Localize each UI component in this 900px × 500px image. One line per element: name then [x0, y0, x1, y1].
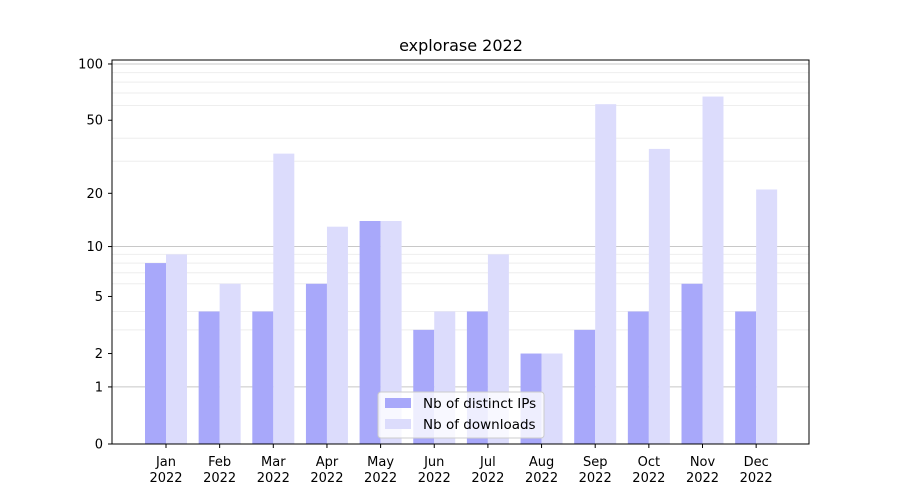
x-tick-label-year: 2022: [632, 471, 665, 486]
bar-aug-downloads: [541, 353, 563, 444]
x-tick-label-month: Jan: [155, 455, 176, 470]
y-tick-label: 50: [86, 114, 103, 129]
x-tick-label-year: 2022: [364, 471, 397, 486]
x-tick-label-month: Jun: [423, 455, 444, 470]
legend-swatch-distinct-ips: [385, 398, 411, 408]
x-tick-label-year: 2022: [740, 471, 773, 486]
bar-oct-downloads: [648, 148, 670, 444]
plot-frame: [111, 59, 810, 445]
bar-feb-downloads: [219, 283, 241, 444]
x-tick-label-month: Dec: [744, 455, 769, 470]
x-tick-label-year: 2022: [257, 471, 290, 486]
bar-oct-distinct-ips: [627, 311, 649, 444]
x-tick-label-month: Oct: [638, 455, 660, 470]
legend: Nb of distinct IPs Nb of downloads: [377, 391, 545, 439]
chart-title: explorase 2022: [399, 36, 523, 55]
bar-sep-distinct-ips: [574, 329, 596, 444]
x-tick-label-month: Sep: [583, 455, 608, 470]
x-tick-label-month: Nov: [690, 455, 716, 470]
bar-dec-downloads: [756, 189, 778, 444]
x-tick-label-month: Aug: [529, 455, 554, 470]
bar-nov-distinct-ips: [681, 283, 703, 444]
legend-box: [377, 391, 545, 439]
x-tick-label-year: 2022: [579, 471, 612, 486]
bar-jan-distinct-ips: [145, 263, 166, 444]
x-tick-label-year: 2022: [149, 471, 182, 486]
x-tick-label-year: 2022: [471, 471, 504, 486]
bar-nov-downloads: [702, 96, 724, 444]
y-tick-label: 0: [95, 438, 103, 453]
bar-sep-downloads: [595, 104, 617, 444]
y-tick-label: 10: [86, 240, 103, 255]
bar-may-distinct-ips: [359, 221, 381, 444]
x-tick-label-month: Apr: [316, 455, 339, 470]
bar-mar-distinct-ips: [252, 311, 274, 444]
y-tick-label: 20: [86, 187, 103, 202]
x-axis: Jan2022Feb2022Mar2022Apr2022May2022Jun20…: [149, 444, 773, 486]
x-tick-label-year: 2022: [686, 471, 719, 486]
y-tick-label: 5: [95, 290, 103, 305]
bar-jan-downloads: [166, 254, 187, 444]
bar-mar-downloads: [273, 153, 295, 445]
y-tick-label: 2: [95, 347, 103, 362]
x-tick-label-month: Feb: [208, 455, 231, 470]
x-tick-label-year: 2022: [203, 471, 236, 486]
bar-dec-distinct-ips: [735, 311, 757, 444]
bar-may-downloads: [380, 221, 402, 444]
x-tick-label-year: 2022: [310, 471, 343, 486]
bar-apr-distinct-ips: [305, 283, 327, 444]
y-axis: 0 1 2 5 10 20 50 100: [78, 57, 112, 453]
legend-swatch-downloads: [385, 419, 411, 429]
x-tick-label-year: 2022: [525, 471, 558, 486]
y-tick-label: 100: [78, 57, 103, 72]
legend-label-distinct-ips: Nb of distinct IPs: [423, 396, 536, 412]
legend-label-downloads: Nb of downloads: [423, 417, 536, 433]
x-tick-label-month: May: [367, 455, 394, 470]
bar-apr-downloads: [326, 226, 348, 444]
bar-feb-distinct-ips: [198, 311, 220, 444]
y-tick-label: 1: [95, 380, 103, 395]
x-tick-label-month: Mar: [261, 455, 286, 470]
x-tick-label-year: 2022: [418, 471, 451, 486]
x-tick-label-month: Jul: [479, 455, 496, 470]
